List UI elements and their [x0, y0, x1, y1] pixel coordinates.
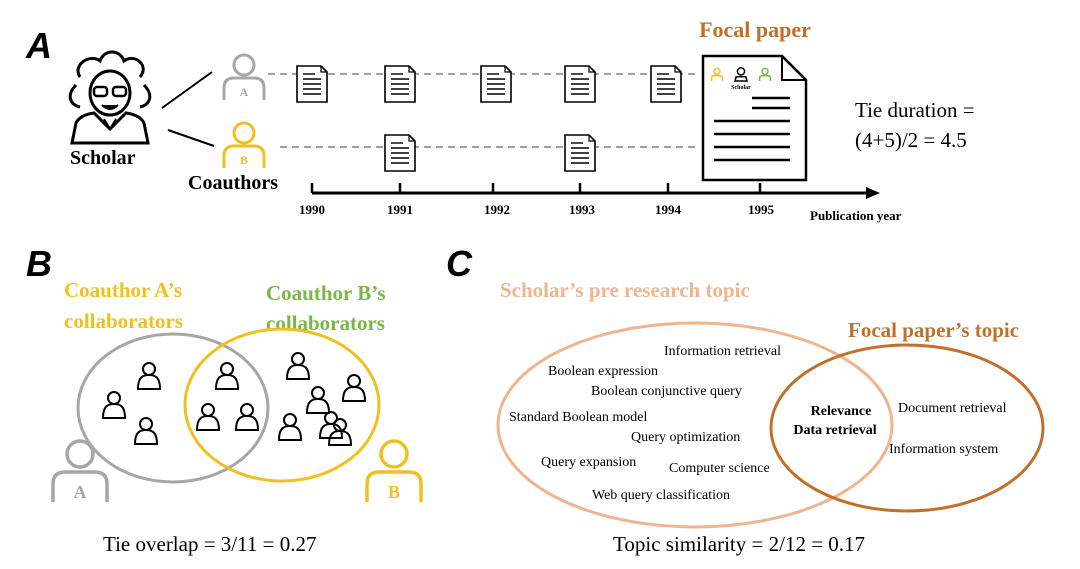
year-tick-label: 1995	[748, 202, 775, 217]
coauthor-a-letter: A	[240, 85, 249, 99]
panel-c-label: C	[446, 243, 473, 284]
topic-similarity-formula: Topic similarity = 2/12 = 0.17	[613, 532, 865, 556]
collaborator-icon	[134, 417, 158, 445]
coauthor-a-large-icon	[51, 439, 109, 502]
year-tick-label: 1990	[299, 202, 325, 217]
scholar-topic-item: Computer science	[669, 461, 770, 476]
focal-paper-header: Scholar	[731, 85, 751, 91]
scholar-to-b-line	[167, 129, 215, 147]
focal-topic-item: Document retrieval	[898, 401, 1007, 416]
scholar-topic-item: Boolean expression	[548, 364, 658, 379]
scholar-topic-ellipse	[496, 321, 894, 529]
panel-c: C Scholar’s pre research topic Focal pap…	[446, 243, 1045, 556]
shared-collaborator-icon	[196, 403, 220, 431]
paper-a-1990-icon	[296, 65, 328, 103]
timeline-ticks	[310, 183, 762, 193]
panel-b-label: B	[26, 243, 52, 284]
axis-label: Publication year	[810, 208, 902, 223]
focal-topic-title: Focal paper’s topic	[848, 318, 1019, 342]
paper-a-1991-icon	[384, 65, 416, 103]
focal-topic-item: Information system	[889, 442, 998, 457]
scholar-topic-item: Query optimization	[631, 430, 740, 445]
paper-a-1994-icon	[650, 65, 682, 103]
tie-overlap-formula: Tie overlap = 3/11 = 0.27	[103, 532, 316, 556]
collaborator-icon	[137, 362, 161, 390]
tie-duration-line1: Tie duration =	[855, 98, 975, 122]
scholar-topic-item: Boolean conjunctive query	[591, 384, 742, 399]
coauthor-b-icon	[222, 121, 266, 168]
collaborator-icon	[306, 386, 330, 414]
tie-duration-line2: (4+5)/2 = 4.5	[855, 128, 967, 152]
coauthor-a-network-circle	[76, 332, 270, 484]
coauthor-b-large-icon	[365, 439, 423, 502]
year-tick-label: 1991	[387, 202, 413, 217]
panel-a-label: A	[25, 25, 52, 66]
scholar-label: Scholar	[70, 147, 136, 169]
coauthor-a-collaborators-title-line2: collaborators	[64, 309, 183, 333]
panel-a: A Scholar A B Coauthors	[25, 17, 975, 223]
scholar-icon	[68, 50, 152, 145]
year-tick-label: 1993	[569, 202, 596, 217]
scholar-topic-item: Standard Boolean model	[509, 410, 648, 425]
scholar-topic-item: Query expansion	[541, 455, 636, 470]
paper-b-1993-icon	[564, 134, 596, 172]
collaborator-icon	[286, 352, 310, 380]
coauthor-b-network-circle	[183, 327, 381, 483]
paper-a-1993-icon	[564, 65, 596, 103]
collaborator-icon	[278, 413, 302, 441]
coauthor-b-collaborators-title-line2: collaborators	[266, 311, 385, 335]
focal-paper-icon	[701, 54, 808, 182]
coauthor-a-large-letter: A	[74, 482, 87, 502]
focal-paper-title: Focal paper	[699, 17, 811, 42]
coauthor-b-collaborators-title-line1: Coauthor B’s	[266, 281, 386, 305]
shared-collaborator-icon	[215, 362, 239, 390]
year-tick-label: 1992	[484, 202, 510, 217]
collaborator-icon	[102, 391, 126, 419]
scholar-topic-item: Information retrieval	[664, 344, 781, 359]
year-tick-label: 1994	[655, 202, 682, 217]
timeline-arrow-icon	[866, 187, 880, 199]
panel-b: B Coauthor A’s collaborators Coauthor B’…	[26, 243, 423, 556]
coauthor-b-large-letter: B	[388, 482, 400, 502]
focal-topic-ellipse	[769, 343, 1045, 513]
coauthor-a-collaborators-title-line1: Coauthor A’s	[64, 278, 182, 302]
shared-topic-item: Relevance	[811, 404, 872, 419]
shared-collaborator-icon	[235, 403, 259, 431]
coauthors-label: Coauthors	[188, 172, 278, 194]
scholar-topic-title: Scholar’s pre research topic	[500, 278, 750, 302]
paper-a-1992-icon	[480, 65, 512, 103]
collaborator-icon	[342, 374, 366, 402]
coauthor-b-letter: B	[240, 153, 248, 167]
scholar-topic-item: Web query classification	[592, 488, 730, 503]
scholar-to-a-line	[161, 71, 213, 109]
coauthor-a-icon	[222, 53, 266, 100]
shared-topic-item: Data retrieval	[793, 423, 876, 438]
paper-b-1991-icon	[384, 134, 416, 172]
